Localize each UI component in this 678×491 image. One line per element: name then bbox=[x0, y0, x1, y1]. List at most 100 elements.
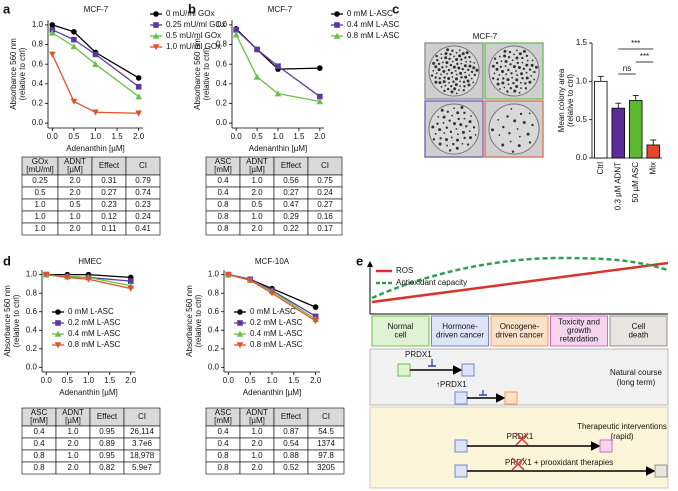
label: Natural course bbox=[610, 368, 663, 377]
colony bbox=[440, 57, 443, 60]
table-cell-text: 1.0 bbox=[67, 451, 79, 460]
colony bbox=[472, 126, 476, 129]
table-cell-text: 0.54 bbox=[283, 439, 299, 448]
marker bbox=[225, 271, 232, 278]
table-cell-text: 0.27 bbox=[283, 188, 299, 197]
legend-label: 0.5 mU/ml GOx bbox=[166, 31, 221, 40]
table-cell-text: 0.88 bbox=[283, 451, 299, 460]
colony bbox=[451, 114, 454, 117]
marker bbox=[152, 44, 160, 51]
marker bbox=[317, 65, 323, 71]
colony bbox=[457, 117, 460, 121]
marker bbox=[92, 60, 99, 67]
y-tick-label: 1.0 bbox=[208, 270, 220, 279]
colony bbox=[458, 54, 462, 58]
colony bbox=[435, 72, 438, 75]
colony bbox=[438, 128, 442, 132]
table-cell-text: 0.95 bbox=[99, 427, 115, 436]
colony bbox=[466, 143, 470, 146]
marker bbox=[253, 73, 261, 80]
legend-label: 0 mM L-ASC bbox=[68, 307, 114, 316]
bar bbox=[611, 107, 625, 159]
colony bbox=[455, 58, 459, 62]
colony bbox=[436, 122, 439, 125]
colony bbox=[442, 122, 445, 124]
colony bbox=[434, 80, 438, 84]
colony bbox=[515, 84, 519, 88]
table-cell-text: 1374 bbox=[317, 439, 335, 448]
marker bbox=[70, 98, 78, 105]
table-header: GOx bbox=[32, 157, 48, 166]
table-cell-text: 0.24 bbox=[135, 212, 151, 221]
marker bbox=[127, 285, 135, 292]
table-cell-text: 0.5 bbox=[34, 188, 46, 197]
colony bbox=[473, 61, 476, 64]
table-cell-text: 1.0 bbox=[69, 212, 81, 221]
table-cell-text: 3.7e6 bbox=[132, 439, 153, 448]
table-cell-text: 0.4 bbox=[33, 427, 45, 436]
table-cell bbox=[123, 461, 161, 475]
colony bbox=[455, 92, 458, 95]
table-cell-text: 1.0 bbox=[67, 427, 79, 436]
colony bbox=[498, 134, 501, 136]
marker bbox=[275, 63, 281, 69]
table-cell-text: 0.31 bbox=[101, 176, 117, 185]
marker bbox=[316, 98, 324, 105]
colony bbox=[519, 112, 523, 116]
x-tick-label: 2.0 bbox=[310, 376, 322, 385]
marker bbox=[236, 342, 244, 349]
colony bbox=[517, 66, 521, 70]
colony bbox=[454, 77, 458, 81]
legend-label: ROS bbox=[396, 266, 413, 275]
table-cell-text: 0.27 bbox=[317, 200, 333, 209]
panel-label: a bbox=[3, 1, 11, 16]
marker bbox=[334, 22, 340, 28]
table-cell bbox=[307, 461, 345, 475]
marker bbox=[64, 274, 71, 281]
marker bbox=[135, 110, 142, 117]
table-cell-text: 0.22 bbox=[283, 224, 299, 233]
colony bbox=[457, 66, 461, 70]
colony bbox=[496, 82, 500, 86]
y-tick-label: 0.4 bbox=[208, 325, 220, 334]
table-header: ADNT bbox=[246, 408, 268, 417]
colony bbox=[450, 71, 454, 75]
colony bbox=[446, 48, 450, 52]
marker bbox=[54, 342, 62, 349]
colony bbox=[528, 68, 532, 71]
marker bbox=[334, 11, 340, 17]
colony bbox=[461, 130, 465, 134]
table-cell-text: 0.25 bbox=[32, 176, 48, 185]
table-cell-text: 0.16 bbox=[317, 212, 333, 221]
colony bbox=[499, 65, 502, 68]
table-cell-text: 0.4 bbox=[217, 188, 229, 197]
table-header: ADNT bbox=[64, 157, 86, 166]
x-tick-label: 1.0 bbox=[266, 376, 278, 385]
chart-title: MCF-7 bbox=[268, 5, 293, 14]
colony bbox=[534, 65, 538, 69]
colony bbox=[464, 56, 467, 59]
colony bbox=[463, 64, 467, 68]
marker bbox=[246, 277, 254, 284]
y-tick-label: 0.4 bbox=[26, 325, 38, 334]
table-header: [mM] bbox=[214, 416, 232, 425]
marker bbox=[135, 93, 142, 100]
y-tick-label: 1.0 bbox=[32, 20, 44, 29]
x-tick-label: 1.5 bbox=[293, 132, 305, 141]
x-tick-label: 1.0 bbox=[83, 376, 95, 385]
y-tick-label: 1.0 bbox=[576, 76, 588, 85]
colony bbox=[516, 74, 519, 76]
colony bbox=[444, 138, 448, 142]
colony bbox=[452, 80, 455, 83]
table-cell-text: 2.0 bbox=[67, 463, 79, 472]
colony bbox=[518, 135, 521, 138]
marker bbox=[49, 29, 56, 36]
marker bbox=[153, 22, 159, 28]
stage-box bbox=[550, 315, 608, 347]
colony bbox=[435, 54, 438, 58]
table-cell-text: 0.8 bbox=[217, 200, 229, 209]
y-axis-label: Absorbance 560 nm bbox=[185, 285, 194, 357]
colony bbox=[468, 130, 471, 133]
colony bbox=[511, 76, 514, 79]
colony bbox=[449, 63, 453, 67]
